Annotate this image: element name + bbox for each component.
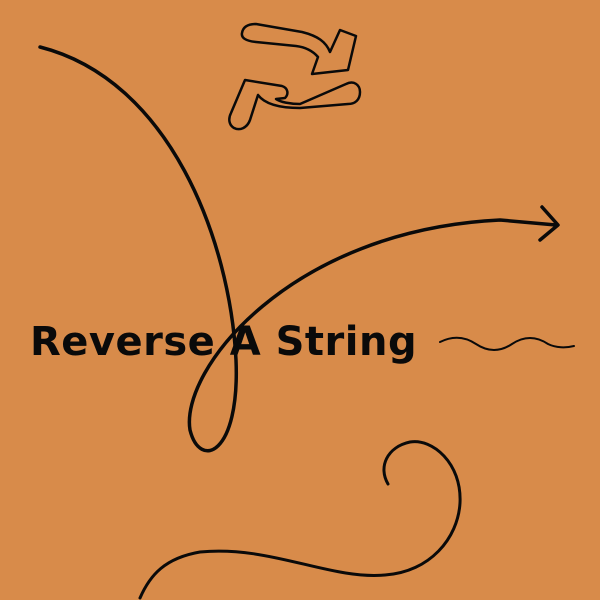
loop-curve-stroke <box>38 45 558 453</box>
refresh-icon <box>228 22 362 131</box>
spiral-swirl-stroke <box>138 440 462 600</box>
page-title: Reverse A String <box>30 319 418 365</box>
squiggle-line <box>439 336 575 351</box>
curved-arrow-icon <box>538 205 560 242</box>
